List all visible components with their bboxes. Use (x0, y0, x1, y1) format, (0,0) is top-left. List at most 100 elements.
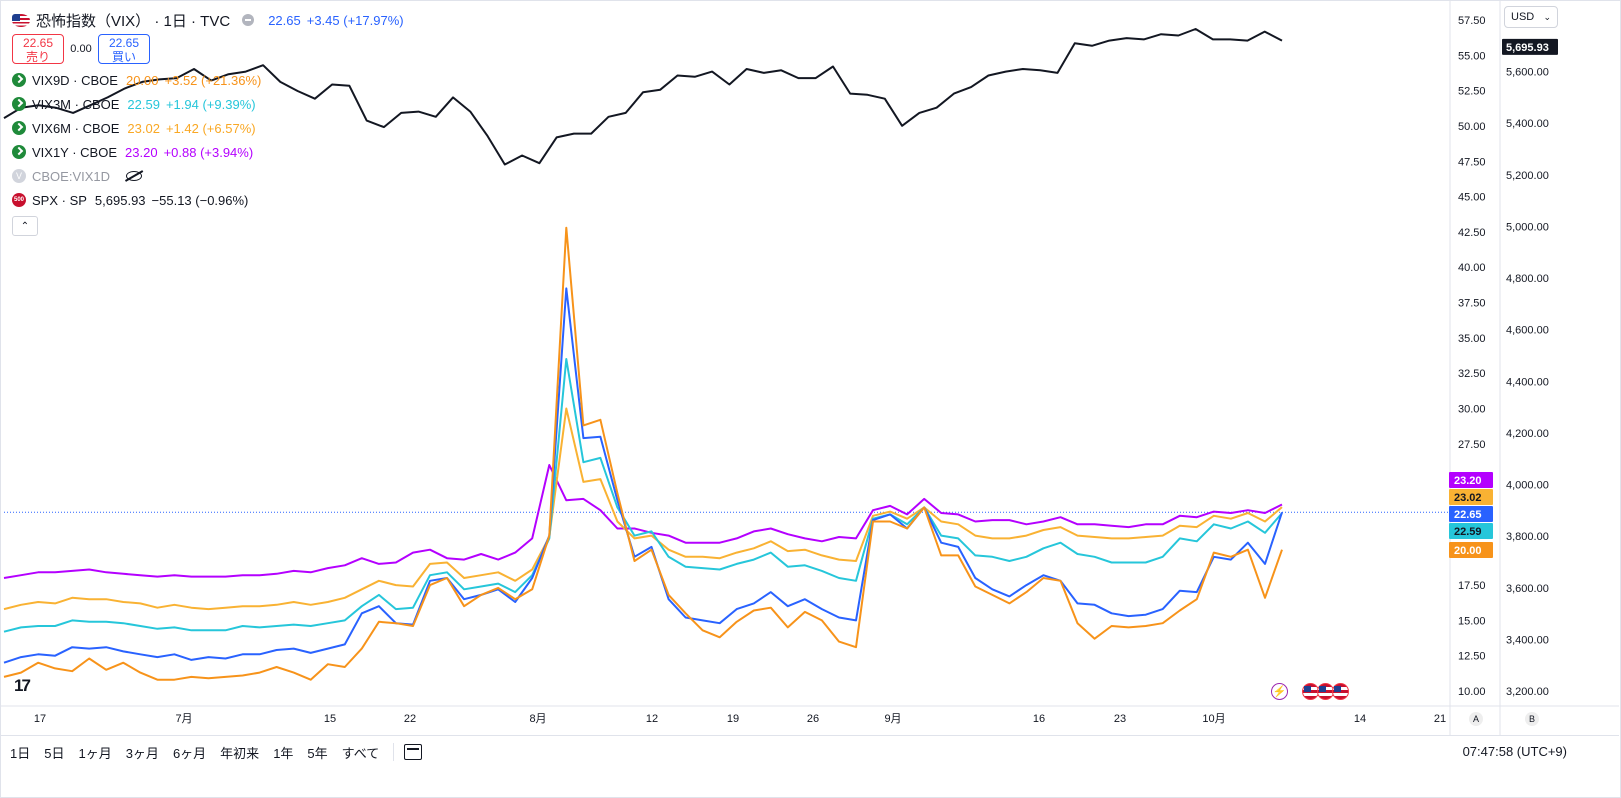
left-axis-tick-label: 12.50 (1458, 651, 1486, 663)
buy-label: 買い (111, 50, 136, 64)
timeframe-6m[interactable]: 6ヶ月 (172, 746, 207, 761)
header-change: +3.45 (+17.97%) (306, 12, 404, 28)
time-axis-tick-label: 17 (34, 713, 46, 725)
left-axis-tick-label: 30.00 (1458, 403, 1486, 415)
last-value-badge (1449, 542, 1493, 558)
legend-name: VIX1Y · CBOE (32, 144, 118, 160)
buy-price: 22.65 (108, 36, 140, 50)
last-value-badge (1449, 506, 1493, 522)
time-axis-tick-label: 21 (1434, 713, 1446, 725)
currency-select[interactable]: USD ⌄ (1504, 6, 1558, 28)
series-line-vix1y (3, 464, 1283, 579)
legend-value: 23.20 (125, 144, 158, 160)
timeframe-1d[interactable]: 1日 (10, 746, 31, 761)
left-axis-tick-label: 52.50 (1458, 86, 1486, 98)
series-line-vix9d (3, 226, 1283, 681)
us-event-flag-icon[interactable] (1332, 683, 1349, 700)
us-event-flag-icon[interactable] (1317, 683, 1334, 700)
legend-item-vix9d[interactable]: VIX9D · CBOE 20.00 +3.52 (+21.36%) (12, 68, 410, 92)
us-flag-icon (12, 13, 30, 27)
timeframe-ytd[interactable]: 年初来 (220, 746, 260, 761)
spx-last-value-badge (1502, 38, 1558, 55)
left-axis-tick-label: 32.50 (1458, 368, 1486, 380)
cboe-icon (12, 121, 26, 135)
toolbar-divider (393, 743, 395, 761)
last-value-label: 23.20 (1454, 475, 1482, 487)
logo-text: 17 (14, 676, 31, 695)
right-axis-tick-label: 3,800.00 (1506, 531, 1549, 543)
time-axis-tick-label: 23 (1114, 713, 1126, 725)
last-value-label: 23.02 (1454, 492, 1482, 504)
timeframe-3m[interactable]: 3ヶ月 (125, 746, 159, 761)
clock-display[interactable]: 07:47:58 (UTC+9) (1462, 744, 1567, 759)
right-axis-tick-label: 5,400.00 (1506, 118, 1549, 130)
timeframe-all[interactable]: すべて (341, 746, 380, 761)
market-status-icon[interactable] (242, 14, 255, 26)
legend-value: 23.02 (127, 120, 160, 136)
auto-scale-button-b[interactable]: B (1525, 712, 1539, 726)
bolt-icon[interactable]: ⚡ (1271, 683, 1288, 700)
series-line-vix (3, 287, 1283, 664)
legend-item-spx[interactable]: 500 SPX · SP 5,695.93 −55.13 (−0.96%) (12, 188, 410, 212)
time-axis-tick-label: 16 (1033, 713, 1045, 725)
series-line-vix6m (3, 407, 1283, 611)
series-line-vix3m (3, 358, 1283, 633)
left-axis-tick-label: 10.00 (1458, 686, 1486, 698)
series-line-spx (3, 28, 1283, 166)
trade-panel: 22.65 売り 0.00 22.65 買い (12, 32, 410, 66)
legend-name: VIX9D · CBOE (32, 72, 118, 88)
left-axis-tick-label: 55.00 (1458, 50, 1486, 62)
legend-item-vix6m[interactable]: VIX6M · CBOE 23.02 +1.42 (+6.57%) (12, 116, 410, 140)
legend-item-vix3m[interactable]: VIX3M · CBOE 22.59 +1.94 (+9.39%) (12, 92, 410, 116)
sell-button[interactable]: 22.65 売り (12, 34, 64, 64)
cboe-icon (12, 145, 26, 159)
auto-scale-button-a[interactable]: A (1469, 712, 1483, 726)
right-axis-tick-label: 5,000.00 (1506, 221, 1549, 233)
chart-header: 恐怖指数（VIX） · 1日 · TVC 22.65 +3.45 (+17.97… (12, 8, 410, 32)
eye-hidden-icon[interactable] (126, 171, 143, 181)
legend-value: 20.00 (125, 72, 159, 88)
calendar-icon[interactable] (404, 744, 423, 760)
sell-label: 売り (25, 50, 50, 64)
header-value: 22.65 (268, 12, 301, 28)
last-value-label: 22.65 (1454, 509, 1482, 521)
spread-value: 0.00 (70, 43, 92, 55)
spx-badge-icon: 500 (12, 193, 26, 207)
timeframe-5d[interactable]: 5日 (44, 746, 65, 761)
timeframe-1m[interactable]: 1ヶ月 (78, 746, 112, 761)
legend-name: SPX · SP (32, 192, 87, 208)
legend-item-vix1d[interactable]: V CBOE:VIX1D (12, 164, 410, 188)
buy-button[interactable]: 22.65 買い (98, 34, 150, 64)
currency-label: USD (1511, 11, 1535, 23)
time-axis-tick-label: 12 (646, 713, 658, 725)
left-axis-tick-label: 40.00 (1458, 262, 1486, 274)
legend-value: 22.59 (127, 96, 160, 112)
legend-change: +1.42 (+6.57%) (165, 120, 256, 136)
tradingview-logo[interactable]: 17 (14, 676, 31, 696)
time-axis-tick-label: 15 (324, 713, 336, 725)
left-axis-tick-label: 35.00 (1458, 333, 1486, 345)
legend: 恐怖指数（VIX） · 1日 · TVC 22.65 +3.45 (+17.97… (12, 8, 410, 236)
collapse-legend-button[interactable]: ⌃ (12, 216, 38, 236)
right-axis-tick-label: 3,600.00 (1506, 583, 1549, 595)
time-axis-tick-label: 8月 (529, 713, 546, 725)
right-axis-tick-label: 3,200.00 (1506, 686, 1549, 698)
right-axis-tick-label: 5,200.00 (1506, 170, 1549, 182)
time-axis-tick-label: 22 (404, 713, 416, 725)
left-axis-tick-label: 17.50 (1458, 580, 1486, 592)
symbol-title[interactable]: 恐怖指数（VIX） · 1日 · TVC (36, 12, 231, 30)
time-axis-tick-label: 26 (807, 713, 819, 725)
last-value-badge (1449, 489, 1493, 505)
right-axis-tick-label: 5,600.00 (1506, 67, 1549, 79)
right-axis-tick-label: 4,000.00 (1506, 480, 1549, 492)
legend-change: +0.88 (+3.94%) (163, 144, 254, 160)
time-axis-tick-label: 9月 (884, 713, 901, 725)
legend-item-vix1y[interactable]: VIX1Y · CBOE 23.20 +0.88 (+3.94%) (12, 140, 410, 164)
left-axis-tick-label: 27.50 (1458, 439, 1486, 451)
timeframe-1y[interactable]: 1年 (273, 746, 294, 761)
timeframe-5y[interactable]: 5年 (307, 746, 328, 761)
left-axis-tick-label: 57.50 (1458, 15, 1486, 27)
left-axis-tick-label: 37.50 (1458, 298, 1486, 310)
last-value-label: 20.00 (1454, 545, 1482, 557)
